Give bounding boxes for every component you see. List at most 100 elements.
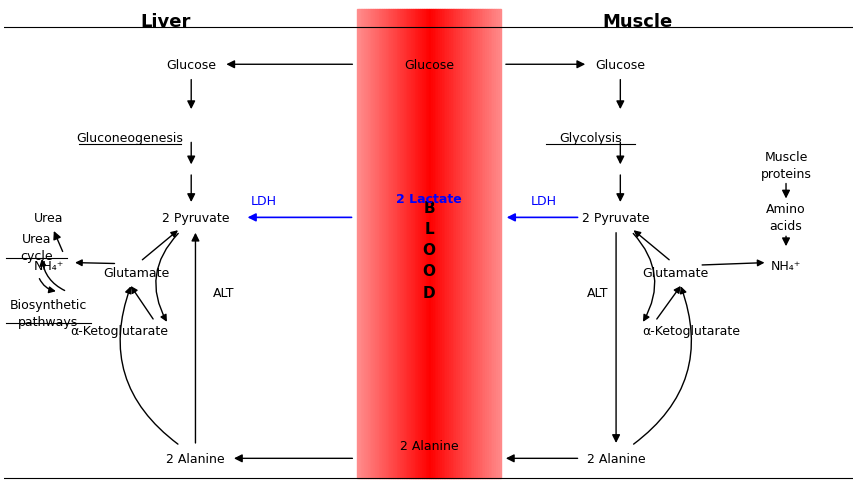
- Bar: [438, 10, 439, 478]
- Bar: [423, 10, 425, 478]
- Bar: [465, 10, 467, 478]
- Text: 2 Pyruvate: 2 Pyruvate: [161, 211, 229, 224]
- Bar: [486, 10, 488, 478]
- Bar: [409, 10, 410, 478]
- Bar: [392, 10, 394, 478]
- Bar: [431, 10, 432, 478]
- Text: Urea: Urea: [33, 211, 63, 224]
- Bar: [400, 10, 402, 478]
- Bar: [450, 10, 452, 478]
- Text: Glucose: Glucose: [595, 59, 645, 72]
- Bar: [363, 10, 365, 478]
- Text: 2 Alanine: 2 Alanine: [399, 439, 458, 452]
- Bar: [499, 10, 501, 478]
- Bar: [488, 10, 490, 478]
- Bar: [387, 10, 389, 478]
- Text: Muscle: Muscle: [601, 13, 671, 31]
- Bar: [365, 10, 368, 478]
- Bar: [389, 10, 391, 478]
- Bar: [459, 10, 461, 478]
- Bar: [449, 10, 450, 478]
- Bar: [481, 10, 483, 478]
- Text: LDH: LDH: [250, 195, 276, 208]
- Bar: [386, 10, 387, 478]
- Text: 2 Alanine: 2 Alanine: [166, 452, 224, 465]
- Bar: [368, 10, 369, 478]
- Bar: [378, 10, 380, 478]
- Text: LDH: LDH: [531, 195, 556, 208]
- Bar: [410, 10, 412, 478]
- Bar: [403, 10, 405, 478]
- Bar: [382, 10, 384, 478]
- Bar: [470, 10, 472, 478]
- Text: ALT: ALT: [586, 287, 607, 300]
- Bar: [461, 10, 463, 478]
- Bar: [483, 10, 485, 478]
- Bar: [463, 10, 465, 478]
- Bar: [439, 10, 441, 478]
- Text: α-Ketoglutarate: α-Ketoglutarate: [70, 324, 168, 337]
- Bar: [473, 10, 475, 478]
- Bar: [492, 10, 494, 478]
- Text: 2 Lactate: 2 Lactate: [396, 192, 461, 205]
- Text: Glycolysis: Glycolysis: [559, 131, 621, 144]
- Bar: [371, 10, 373, 478]
- Bar: [412, 10, 415, 478]
- Text: Muscle
proteins: Muscle proteins: [760, 150, 810, 180]
- Bar: [443, 10, 445, 478]
- Text: NH₄⁺: NH₄⁺: [770, 259, 800, 272]
- Bar: [402, 10, 403, 478]
- Bar: [416, 10, 418, 478]
- Bar: [396, 10, 398, 478]
- Bar: [421, 10, 423, 478]
- Bar: [398, 10, 400, 478]
- Bar: [445, 10, 447, 478]
- Bar: [418, 10, 420, 478]
- Text: Glucose: Glucose: [166, 59, 216, 72]
- Text: Glutamate: Glutamate: [641, 267, 708, 280]
- Bar: [496, 10, 497, 478]
- Bar: [468, 10, 470, 478]
- Text: Amino
acids: Amino acids: [765, 203, 805, 233]
- Text: ALT: ALT: [212, 287, 234, 300]
- Bar: [457, 10, 459, 478]
- Bar: [475, 10, 478, 478]
- Text: 2 Alanine: 2 Alanine: [586, 452, 645, 465]
- Text: B
L
O
O
D: B L O O D: [422, 201, 435, 300]
- Bar: [478, 10, 479, 478]
- Text: α-Ketoglutarate: α-Ketoglutarate: [641, 324, 739, 337]
- Text: NH₄⁺: NH₄⁺: [33, 259, 64, 272]
- Bar: [436, 10, 438, 478]
- Bar: [405, 10, 407, 478]
- Bar: [357, 10, 358, 478]
- Bar: [434, 10, 436, 478]
- Text: Gluconeogenesis: Gluconeogenesis: [77, 131, 183, 144]
- Text: Glutamate: Glutamate: [102, 267, 169, 280]
- Bar: [494, 10, 496, 478]
- Bar: [384, 10, 386, 478]
- Bar: [432, 10, 434, 478]
- Text: Glucose: Glucose: [403, 59, 454, 72]
- Bar: [407, 10, 409, 478]
- Bar: [391, 10, 392, 478]
- Bar: [373, 10, 374, 478]
- Bar: [479, 10, 481, 478]
- Bar: [497, 10, 499, 478]
- Bar: [360, 10, 362, 478]
- Bar: [420, 10, 421, 478]
- Bar: [362, 10, 363, 478]
- Bar: [429, 10, 431, 478]
- Bar: [441, 10, 443, 478]
- Bar: [425, 10, 426, 478]
- Bar: [472, 10, 473, 478]
- Bar: [426, 10, 429, 478]
- Bar: [452, 10, 454, 478]
- Bar: [380, 10, 382, 478]
- Text: Liver: Liver: [141, 13, 191, 31]
- Text: 2 Pyruvate: 2 Pyruvate: [582, 211, 649, 224]
- Text: Biosynthetic
pathways: Biosynthetic pathways: [9, 298, 87, 328]
- Text: Urea
cycle: Urea cycle: [20, 233, 53, 263]
- Bar: [447, 10, 449, 478]
- Bar: [454, 10, 456, 478]
- Bar: [485, 10, 486, 478]
